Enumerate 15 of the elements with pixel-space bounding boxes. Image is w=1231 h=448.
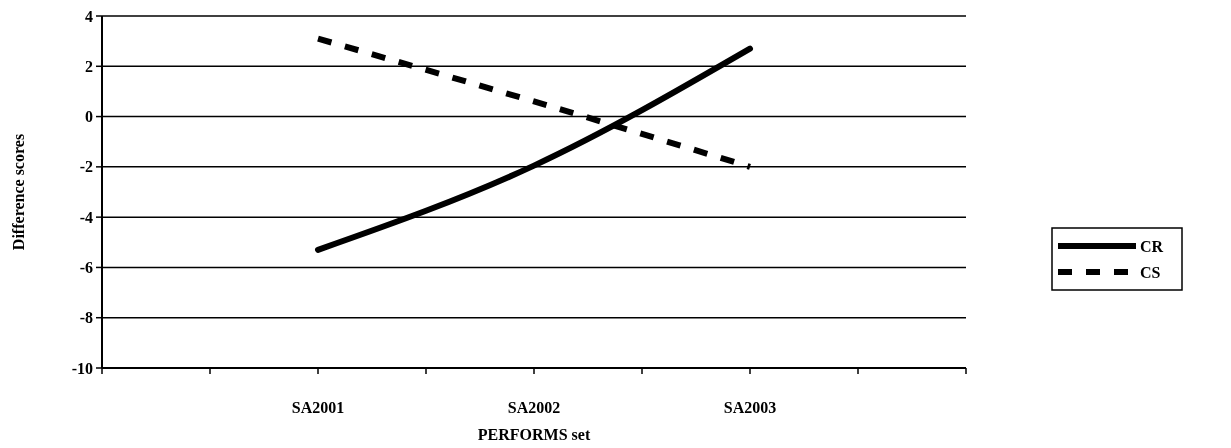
x-tick-label: SA2001 xyxy=(291,399,345,416)
x-tick-label: SA2003 xyxy=(723,399,777,416)
y-axis-title: Difference scores xyxy=(10,133,27,251)
y-tick-label: -2 xyxy=(79,158,93,176)
legend-label: CR xyxy=(1140,237,1164,255)
legend-label: CS xyxy=(1140,263,1161,281)
x-tick-label: SA2002 xyxy=(507,399,561,416)
x-axis-title: PERFORMS set xyxy=(477,426,591,443)
y-tick-label: 0 xyxy=(85,108,93,126)
y-tick-label: 2 xyxy=(85,57,93,75)
y-tick-label: 4 xyxy=(85,7,93,25)
y-tick-label: -6 xyxy=(79,259,93,277)
y-tick-label: -10 xyxy=(71,359,93,377)
y-tick-label: -4 xyxy=(79,208,93,226)
y-tick-label: -8 xyxy=(79,309,93,327)
